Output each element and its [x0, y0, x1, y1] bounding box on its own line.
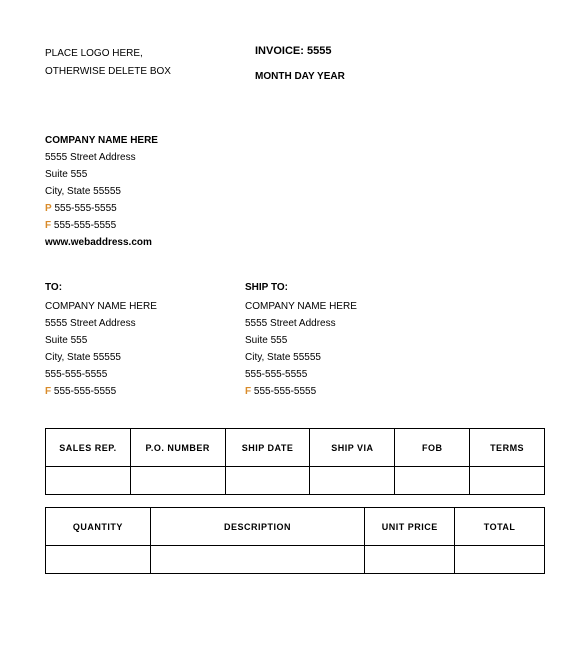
cell-terms: [470, 467, 545, 495]
ship-to-citystate: City, State 55555: [245, 349, 445, 366]
col-sales-rep: SALES REP.: [46, 429, 131, 467]
logo-line1: PLACE LOGO HERE,: [45, 45, 245, 63]
header-row: PLACE LOGO HERE, OTHERWISE DELETE BOX IN…: [45, 45, 545, 82]
col-description: DESCRIPTION: [150, 508, 365, 546]
seller-fax-row: F 555-555-5555: [45, 217, 545, 234]
phone-label: P: [45, 203, 52, 214]
col-terms: TERMS: [470, 429, 545, 467]
ship-to-street: 5555 Street Address: [245, 315, 445, 332]
bill-to-fax: 555-555-5555: [54, 386, 116, 397]
ship-to-fax-row: F 555-555-5555: [245, 383, 445, 400]
seller-web: www.webaddress.com: [45, 234, 545, 251]
bill-to-citystate: City, State 55555: [45, 349, 245, 366]
seller-phone: 555-555-5555: [54, 203, 116, 214]
ship-to-fax-label: F: [245, 386, 251, 397]
ship-to-name: COMPANY NAME HERE: [245, 298, 445, 315]
cell-sales-rep: [46, 467, 131, 495]
invoice-number: INVOICE: 5555: [255, 45, 545, 57]
cell-ship-via: [310, 467, 395, 495]
cell-quantity: [46, 546, 151, 574]
col-total: TOTAL: [455, 508, 545, 546]
invoice-date: MONTH DAY YEAR: [255, 71, 545, 82]
table-row: [46, 546, 545, 574]
ship-to-label: SHIP TO:: [245, 279, 445, 296]
invoice-number-value: 5555: [307, 45, 331, 57]
cell-description: [150, 546, 365, 574]
bill-to-name: COMPANY NAME HERE: [45, 298, 245, 315]
line-items-table: QUANTITY DESCRIPTION UNIT PRICE TOTAL: [45, 507, 545, 574]
ship-to-fax: 555-555-5555: [254, 386, 316, 397]
col-unit-price: UNIT PRICE: [365, 508, 455, 546]
cell-fob: [395, 467, 470, 495]
bill-to-suite: Suite 555: [45, 332, 245, 349]
col-quantity: QUANTITY: [46, 508, 151, 546]
cell-ship-date: [225, 467, 310, 495]
invoice-label: INVOICE:: [255, 45, 304, 57]
cell-unit-price: [365, 546, 455, 574]
col-ship-date: SHIP DATE: [225, 429, 310, 467]
order-info-table: SALES REP. P.O. NUMBER SHIP DATE SHIP VI…: [45, 428, 545, 495]
address-columns: TO: COMPANY NAME HERE 5555 Street Addres…: [45, 279, 545, 400]
ship-to-block: SHIP TO: COMPANY NAME HERE 5555 Street A…: [245, 279, 445, 400]
seller-street: 5555 Street Address: [45, 149, 545, 166]
cell-total: [455, 546, 545, 574]
col-fob: FOB: [395, 429, 470, 467]
ship-to-suite: Suite 555: [245, 332, 445, 349]
seller-citystate: City, State 55555: [45, 183, 545, 200]
seller-block: COMPANY NAME HERE 5555 Street Address Su…: [45, 132, 545, 251]
fax-label: F: [45, 220, 51, 231]
logo-placeholder: PLACE LOGO HERE, OTHERWISE DELETE BOX: [45, 45, 245, 82]
logo-line2: OTHERWISE DELETE BOX: [45, 63, 245, 81]
bill-to-label: TO:: [45, 279, 245, 296]
seller-phone-row: P 555-555-5555: [45, 200, 545, 217]
ship-to-phone: 555-555-5555: [245, 366, 445, 383]
cell-po-number: [130, 467, 225, 495]
bill-to-street: 5555 Street Address: [45, 315, 245, 332]
invoice-meta: INVOICE: 5555 MONTH DAY YEAR: [245, 45, 545, 82]
seller-suite: Suite 555: [45, 166, 545, 183]
col-ship-via: SHIP VIA: [310, 429, 395, 467]
col-po-number: P.O. NUMBER: [130, 429, 225, 467]
bill-to-fax-row: F 555-555-5555: [45, 383, 245, 400]
bill-to-block: TO: COMPANY NAME HERE 5555 Street Addres…: [45, 279, 245, 400]
seller-fax: 555-555-5555: [54, 220, 116, 231]
seller-name: COMPANY NAME HERE: [45, 132, 545, 149]
bill-to-fax-label: F: [45, 386, 51, 397]
table-row: [46, 467, 545, 495]
bill-to-phone: 555-555-5555: [45, 366, 245, 383]
